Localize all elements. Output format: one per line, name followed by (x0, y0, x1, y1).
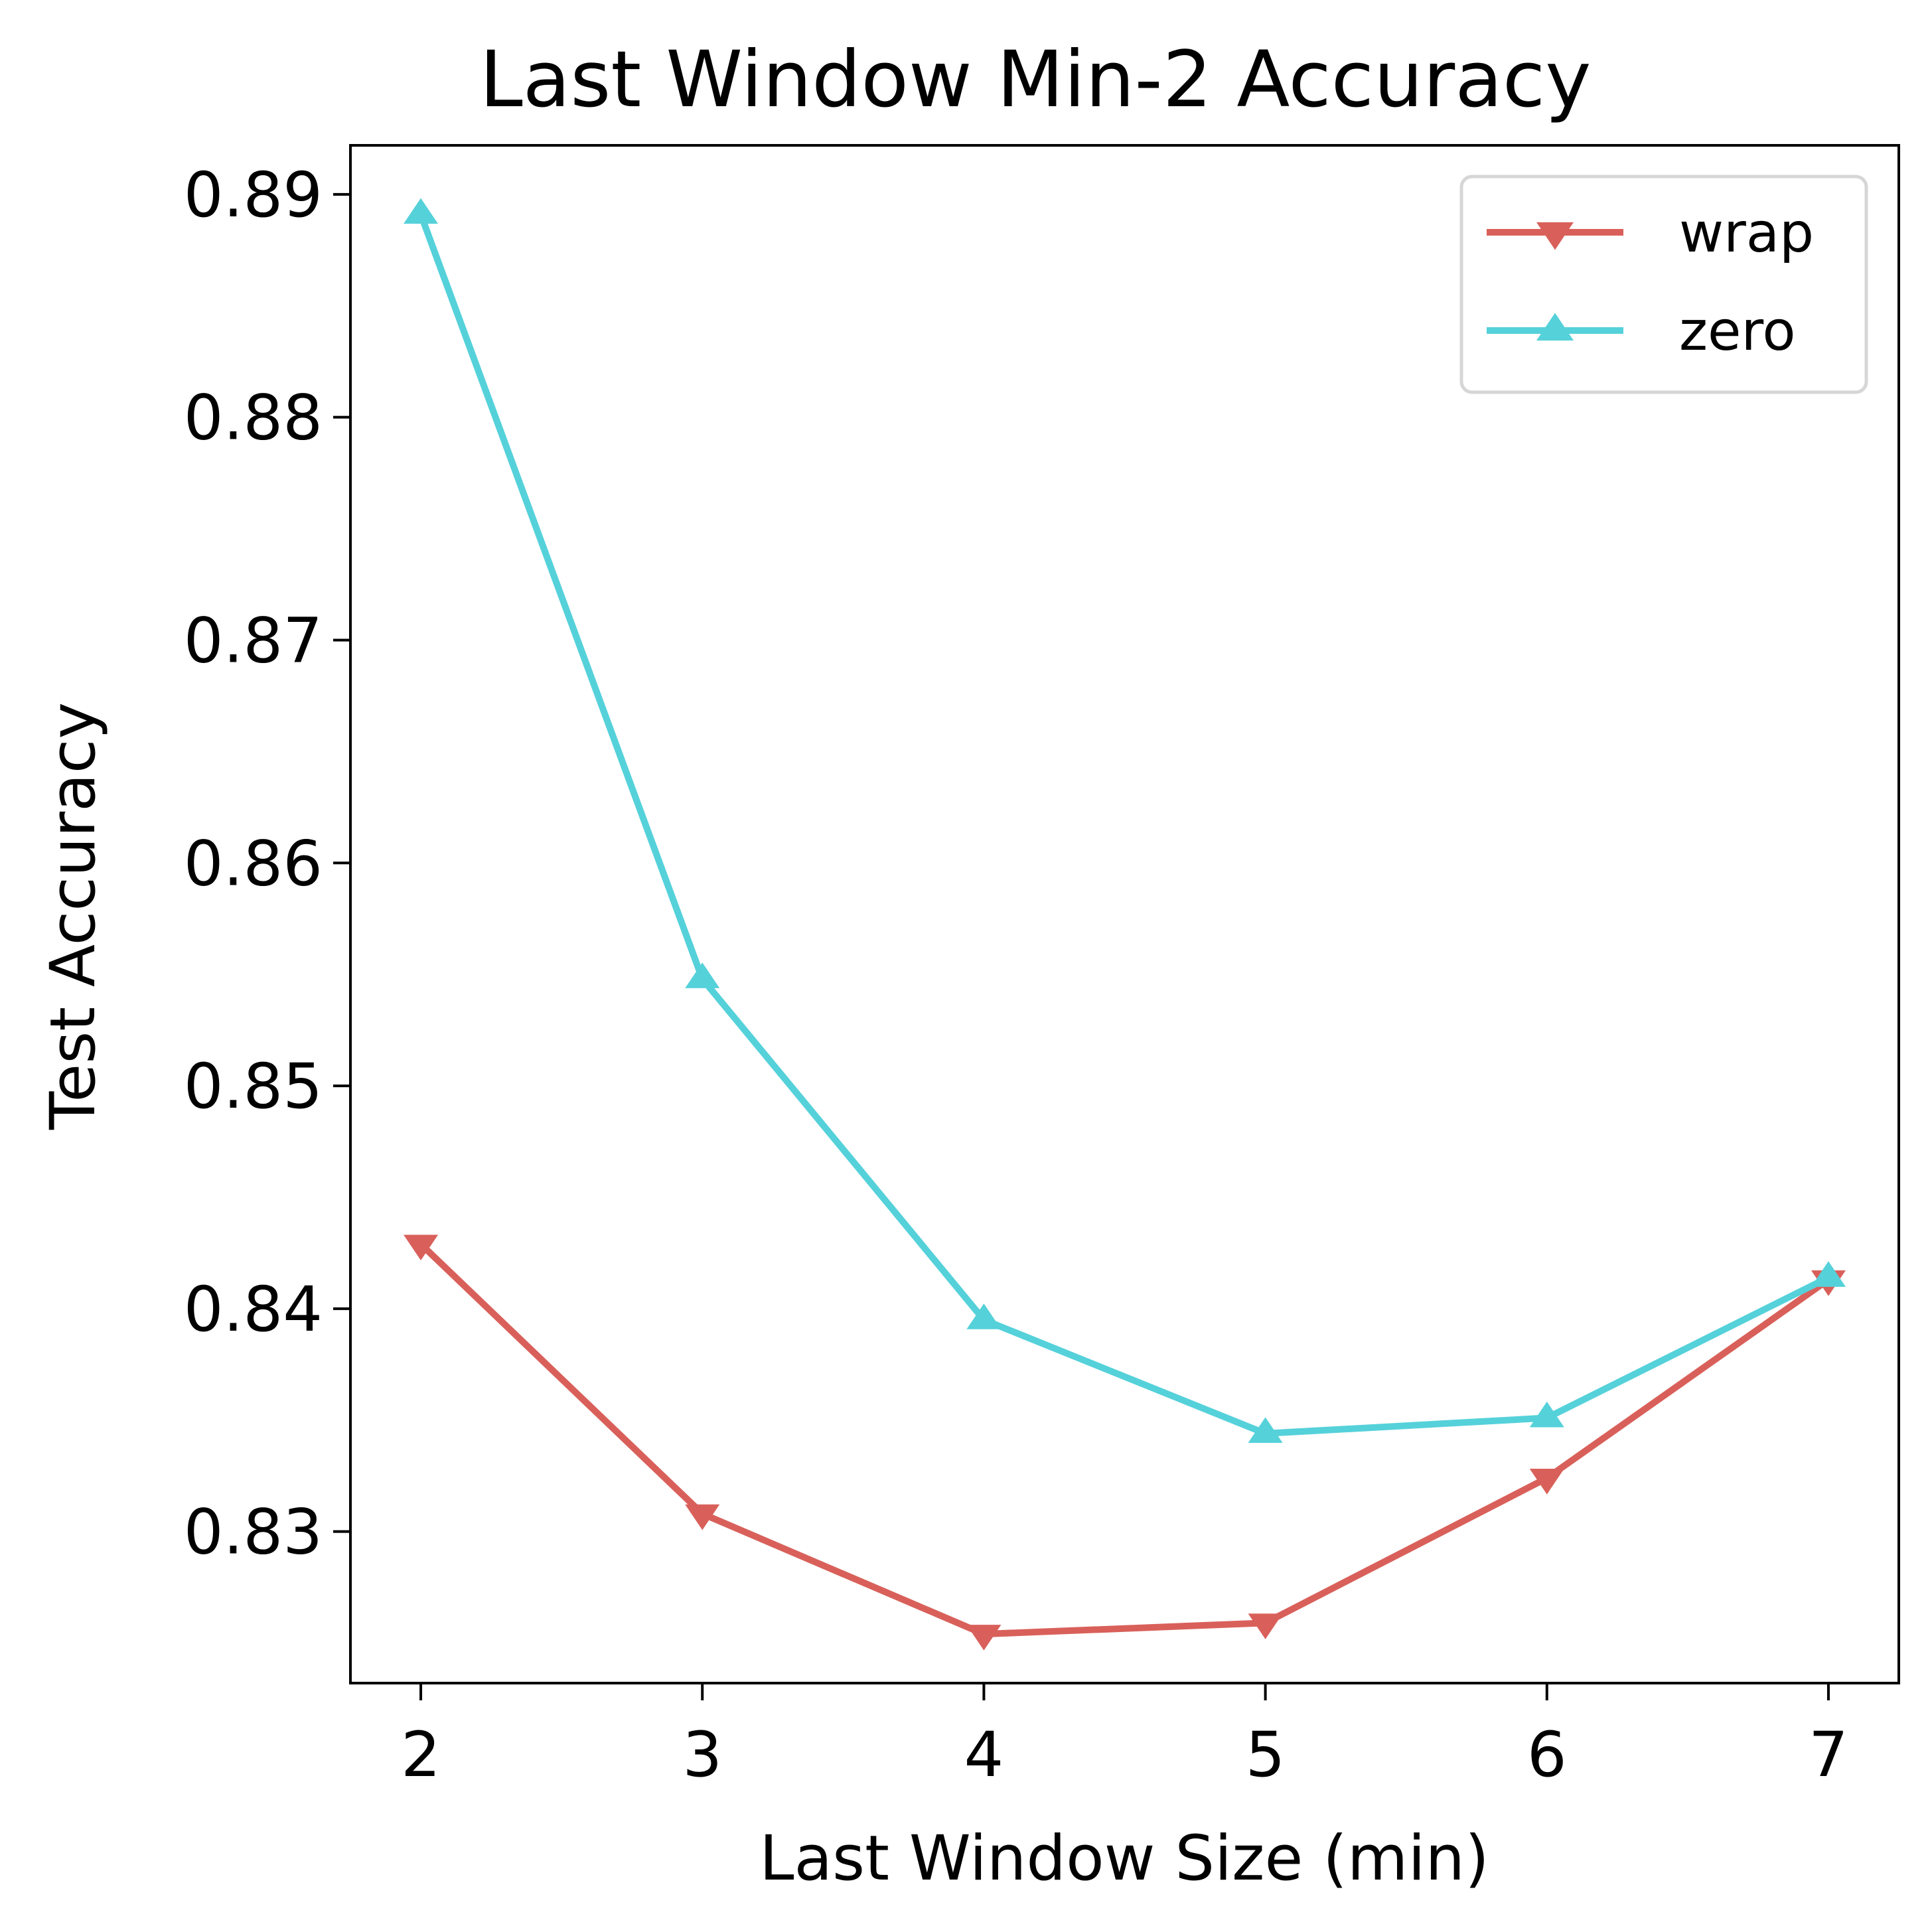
x-axis-label: Last Window Size (min) (759, 1822, 1489, 1895)
y-tick-label: 0.83 (184, 1497, 323, 1569)
plot-area (404, 198, 1846, 1651)
x-tick-label: 3 (682, 1719, 722, 1791)
y-tick-label: 0.85 (184, 1051, 323, 1123)
x-tick-label: 4 (964, 1719, 1004, 1791)
y-axis-label: Test Accuracy (37, 702, 110, 1130)
data-point-zero (685, 962, 720, 988)
legend: wrap zero (1459, 175, 1868, 394)
y-tick-label: 0.88 (184, 382, 323, 455)
data-point-zero (1529, 1401, 1564, 1428)
legend-item-zero: zero (1487, 300, 1796, 363)
chart-title: Last Window Min-2 Accuracy (479, 34, 1591, 125)
series-line-wrap (418, 1241, 1830, 1638)
legend-label: zero (1679, 300, 1796, 363)
legend-marker (1536, 313, 1574, 341)
series-zero (404, 198, 1846, 1443)
legend-marker (1536, 222, 1574, 250)
data-point-wrap (404, 1234, 439, 1261)
data-point-wrap (685, 1504, 720, 1530)
data-point-wrap (1529, 1469, 1564, 1495)
series-line-zero (417, 213, 1830, 1437)
x-tick-label: 2 (401, 1719, 441, 1791)
axes-frame (349, 144, 1900, 1684)
y-tick-label: 0.89 (184, 159, 323, 232)
data-point-zero (966, 1303, 1002, 1329)
y-tick-label: 0.87 (184, 605, 323, 677)
data-point-zero (404, 198, 439, 224)
series-wrap (404, 1234, 1846, 1651)
x-tick-label: 5 (1246, 1719, 1286, 1791)
data-point-zero (1248, 1417, 1283, 1443)
y-axis: 0.83 0.84 0.85 0.86 0.87 0.88 0.89 (184, 159, 350, 1569)
data-point-wrap (966, 1625, 1002, 1651)
y-tick-label: 0.84 (184, 1274, 323, 1346)
x-axis: 2 3 4 5 6 7 (401, 1683, 1848, 1791)
x-tick-label: 7 (1809, 1719, 1848, 1791)
data-point-wrap (1248, 1613, 1283, 1639)
legend-item-wrap: wrap (1487, 202, 1814, 265)
data-point-zero (1811, 1261, 1846, 1287)
legend-label: wrap (1679, 202, 1814, 265)
x-tick-label: 6 (1527, 1719, 1567, 1791)
y-tick-label: 0.86 (184, 828, 323, 900)
